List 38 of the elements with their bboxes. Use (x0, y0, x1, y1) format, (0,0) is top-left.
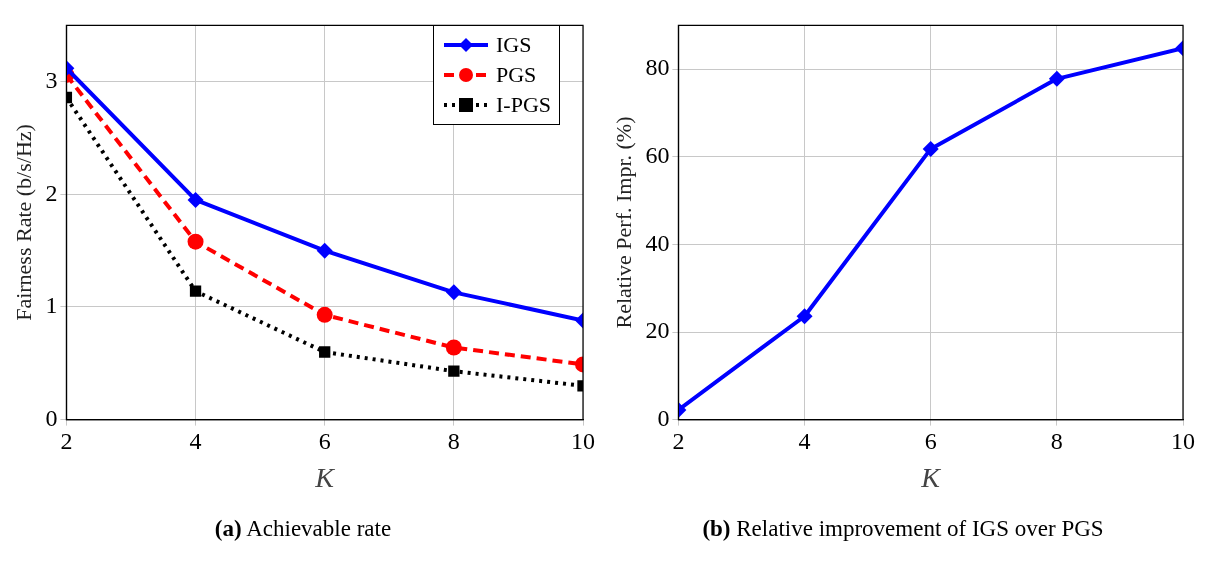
y-tick-label: 60 (645, 142, 670, 169)
legend-label: I-PGS (496, 92, 552, 119)
x-tick-label: 8 (1050, 428, 1063, 455)
text: (b) Relative improvement of IGS over PGS (702, 516, 1104, 541)
y-axis-title: Relative Perf. Impr. (%) (610, 116, 636, 329)
point (448, 365, 460, 377)
y-tick-label: 40 (645, 229, 670, 256)
point (1048, 70, 1065, 87)
point (445, 284, 462, 301)
point (922, 140, 939, 157)
y-tick-label: 0 (45, 404, 58, 431)
point (187, 233, 204, 250)
point (796, 308, 813, 325)
x-axis-title: K (920, 461, 942, 493)
point (445, 339, 462, 356)
point (316, 242, 333, 259)
x-tick-label: 6 (318, 428, 331, 455)
point (316, 306, 333, 323)
y-tick-label: 20 (645, 317, 670, 344)
y-tick-label: 80 (645, 54, 670, 81)
y-tick-label: 1 (45, 292, 58, 319)
legend-label: IGS (496, 32, 532, 59)
x-axis-title: K (314, 461, 336, 493)
x-tick-label: 6 (924, 428, 937, 455)
legend-label: PGS (496, 62, 537, 89)
text: (a) Achievable rate (214, 516, 392, 541)
x-tick-label: 4 (189, 428, 202, 455)
x-tick-label: 8 (447, 428, 460, 455)
x-tick-label: 4 (798, 428, 811, 455)
x-tick-label: 10 (1171, 428, 1195, 455)
point (187, 191, 204, 208)
point (189, 285, 202, 297)
y-tick-label: 2 (45, 179, 58, 206)
point (319, 346, 331, 358)
y-tick-label: 0 (657, 404, 670, 431)
y-axis-title: Fairness Rate (b/s/Hz) (10, 124, 36, 321)
x-tick-label: 10 (571, 428, 595, 455)
y-tick-label: 3 (45, 67, 58, 94)
